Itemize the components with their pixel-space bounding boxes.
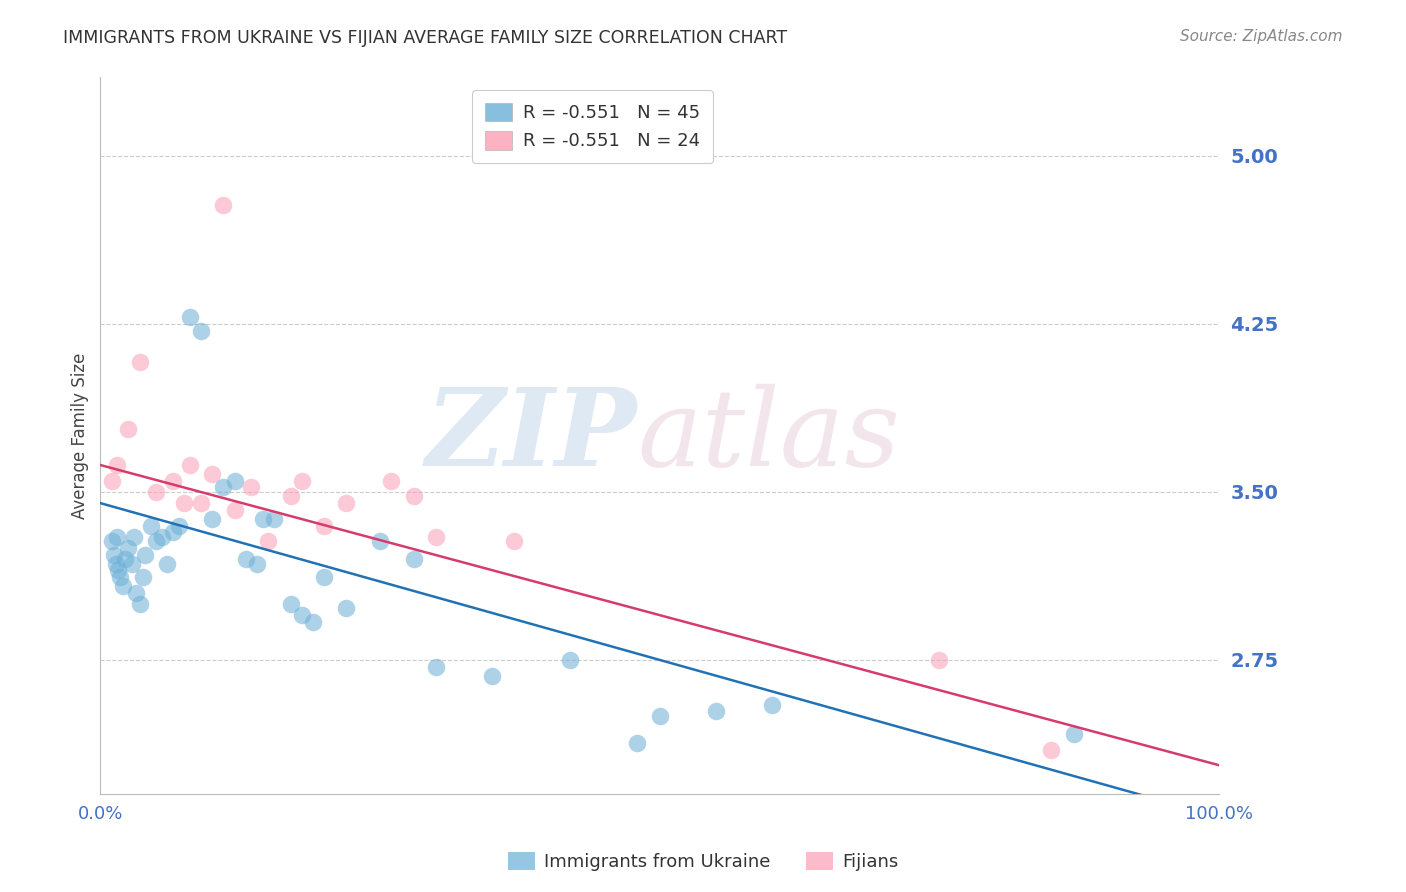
Point (1063, 727, 1085, 741)
Point (246, 557, 269, 571)
Legend: R = -0.551   N = 45, R = -0.551   N = 24: R = -0.551 N = 45, R = -0.551 N = 24 (472, 90, 713, 163)
Point (110, 570, 132, 584)
Point (179, 310, 201, 325)
Point (648, 709, 671, 723)
Point (111, 579, 134, 593)
Point (263, 512, 285, 526)
Point (201, 467, 224, 481)
Point (173, 496, 195, 510)
Point (179, 458, 201, 472)
Point (503, 534, 526, 549)
Point (240, 480, 263, 494)
Point (257, 534, 280, 549)
Point (402, 489, 425, 503)
Point (162, 525, 184, 540)
Point (704, 705, 727, 719)
Point (302, 615, 325, 629)
Point (125, 585, 148, 599)
Point (100, 474, 122, 488)
Point (761, 698, 783, 712)
Point (335, 496, 357, 510)
Point (280, 489, 302, 503)
Point (291, 474, 314, 488)
Point (128, 355, 150, 369)
Point (107, 563, 129, 577)
Point (114, 552, 136, 566)
Point (425, 530, 447, 544)
Point (212, 480, 235, 494)
Point (117, 422, 139, 436)
Point (105, 458, 128, 472)
Point (368, 534, 391, 549)
Point (167, 518, 190, 533)
Point (314, 570, 336, 584)
Point (291, 608, 314, 623)
Point (121, 557, 143, 571)
Point (145, 534, 167, 549)
Point (162, 474, 184, 488)
Point (103, 548, 125, 562)
Point (380, 474, 402, 488)
Point (190, 496, 212, 510)
Text: atlas: atlas (637, 384, 900, 489)
Point (425, 659, 447, 673)
Point (1040, 742, 1063, 756)
Point (335, 601, 357, 615)
Point (145, 484, 167, 499)
Point (402, 552, 425, 566)
Point (105, 557, 128, 571)
Point (212, 198, 235, 212)
Point (224, 503, 246, 517)
Point (122, 530, 145, 544)
Y-axis label: Average Family Size: Average Family Size (72, 352, 89, 519)
Text: ZIP: ZIP (426, 383, 637, 489)
Point (128, 597, 150, 611)
Point (280, 597, 302, 611)
Point (100, 534, 122, 549)
Point (190, 324, 212, 338)
Point (105, 530, 128, 544)
Text: Source: ZipAtlas.com: Source: ZipAtlas.com (1180, 29, 1343, 44)
Point (150, 530, 173, 544)
Text: IMMIGRANTS FROM UKRAINE VS FIJIAN AVERAGE FAMILY SIZE CORRELATION CHART: IMMIGRANTS FROM UKRAINE VS FIJIAN AVERAG… (63, 29, 787, 46)
Point (201, 512, 224, 526)
Point (117, 541, 139, 555)
Legend: Immigrants from Ukraine, Fijians: Immigrants from Ukraine, Fijians (501, 845, 905, 879)
Point (626, 736, 648, 750)
Point (132, 570, 155, 584)
Point (928, 653, 950, 667)
Point (139, 518, 162, 533)
Point (224, 474, 246, 488)
Point (134, 548, 156, 562)
Point (560, 653, 582, 667)
Point (252, 512, 274, 526)
Point (156, 557, 179, 571)
Point (314, 518, 336, 533)
Point (481, 668, 503, 682)
Point (235, 552, 257, 566)
